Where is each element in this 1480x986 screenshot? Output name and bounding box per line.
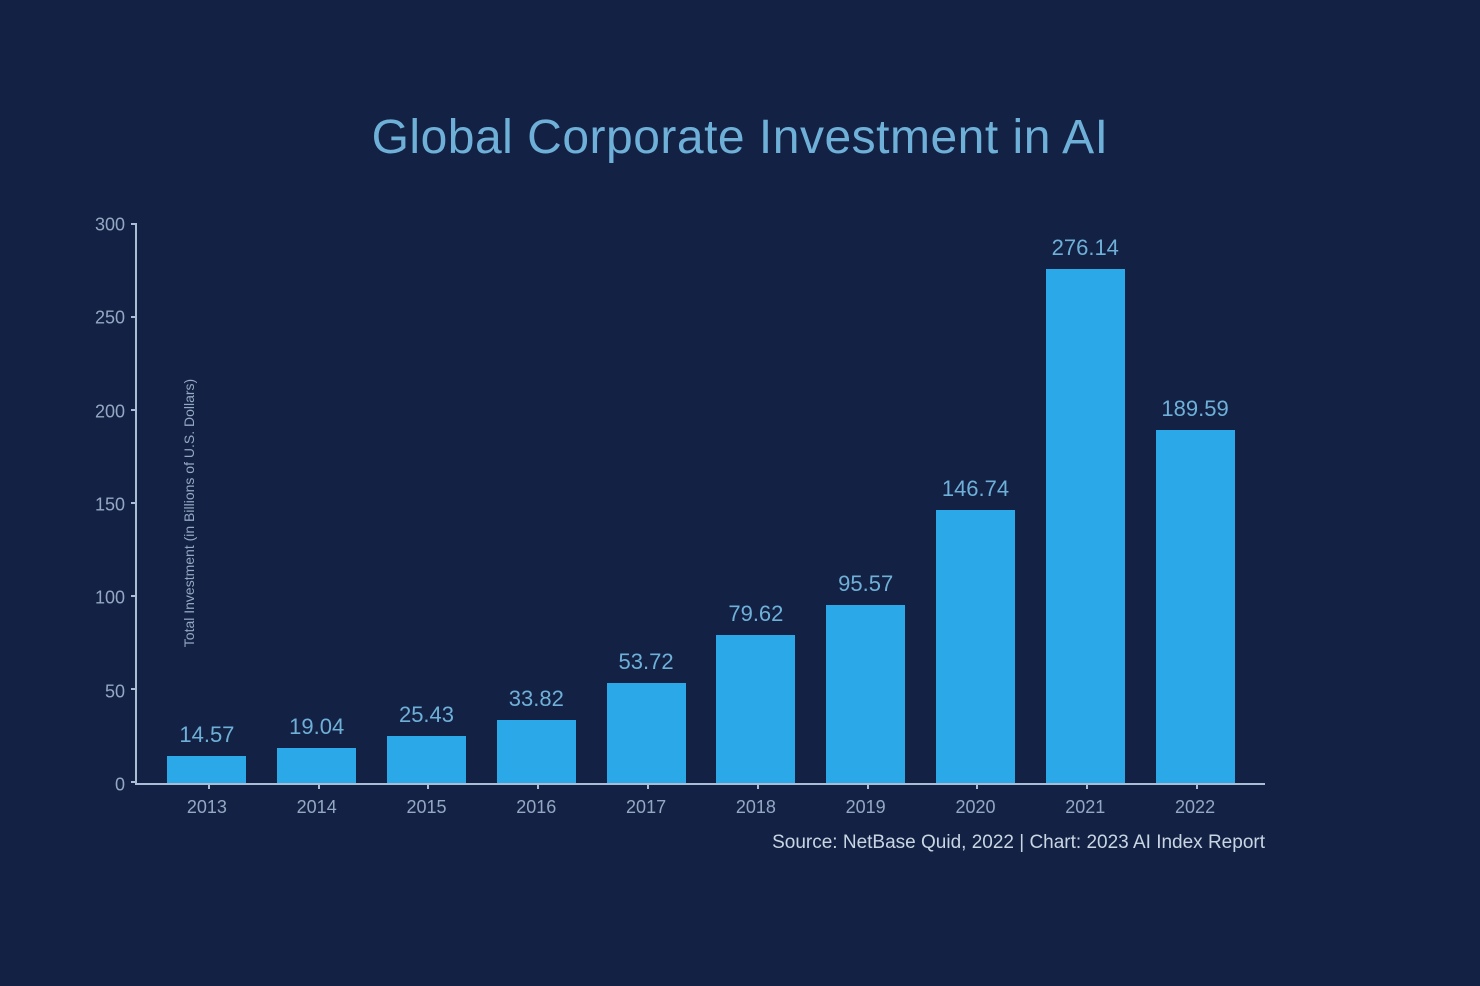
x-tick-label: 2020 bbox=[955, 797, 995, 818]
x-tick-label: 2022 bbox=[1175, 797, 1215, 818]
y-tick-label: 0 bbox=[115, 775, 125, 796]
bar-slot: 33.822016 bbox=[481, 225, 591, 783]
bar-value-label: 14.57 bbox=[179, 722, 234, 748]
bar-rect bbox=[716, 635, 795, 783]
x-tick-label: 2019 bbox=[846, 797, 886, 818]
y-tick-mark bbox=[131, 223, 137, 225]
bar-slot: 189.592022 bbox=[1140, 225, 1250, 783]
y-tick-label: 250 bbox=[95, 308, 125, 329]
plot-frame: 14.57201319.04201425.43201533.82201653.7… bbox=[135, 225, 1265, 785]
x-tick-label: 2021 bbox=[1065, 797, 1105, 818]
y-tick-label: 100 bbox=[95, 588, 125, 609]
x-tick-mark bbox=[1086, 783, 1088, 789]
source-attribution: Source: NetBase Quid, 2022 | Chart: 2023… bbox=[772, 832, 1265, 854]
y-tick-mark bbox=[131, 316, 137, 318]
x-tick-label: 2017 bbox=[626, 797, 666, 818]
y-tick-mark bbox=[131, 595, 137, 597]
chart-plot-area: Total Investment (in Billions of U.S. Do… bbox=[135, 225, 1265, 785]
x-tick-label: 2018 bbox=[736, 797, 776, 818]
x-tick-mark bbox=[647, 783, 649, 789]
bar-slot: 276.142021 bbox=[1030, 225, 1140, 783]
bar-value-label: 79.62 bbox=[728, 601, 783, 627]
x-tick-mark bbox=[208, 783, 210, 789]
bar-rect bbox=[826, 605, 905, 783]
x-tick-mark bbox=[976, 783, 978, 789]
x-tick-mark bbox=[427, 783, 429, 789]
bar-slot: 14.572013 bbox=[152, 225, 262, 783]
chart-canvas: Global Corporate Investment in AI Total … bbox=[0, 0, 1480, 986]
bar-rect bbox=[1046, 269, 1125, 783]
x-tick-label: 2014 bbox=[297, 797, 337, 818]
y-tick-label: 150 bbox=[95, 495, 125, 516]
chart-title: Global Corporate Investment in AI bbox=[0, 110, 1480, 165]
x-tick-mark bbox=[318, 783, 320, 789]
bar-slot: 146.742020 bbox=[921, 225, 1031, 783]
bar-rect bbox=[936, 510, 1015, 783]
bar-value-label: 189.59 bbox=[1161, 396, 1228, 422]
bar-rect bbox=[277, 748, 356, 783]
x-tick-mark bbox=[757, 783, 759, 789]
y-tick-label: 50 bbox=[105, 681, 125, 702]
y-tick-label: 300 bbox=[95, 215, 125, 236]
y-axis: 050100150200250300 bbox=[85, 225, 135, 785]
bar-rect bbox=[1156, 430, 1235, 783]
bar-rect bbox=[607, 683, 686, 783]
bar-value-label: 95.57 bbox=[838, 571, 893, 597]
bar-slot: 53.722017 bbox=[591, 225, 701, 783]
x-tick-mark bbox=[867, 783, 869, 789]
bar-slot: 25.432015 bbox=[372, 225, 482, 783]
bar-value-label: 146.74 bbox=[942, 476, 1009, 502]
x-tick-label: 2016 bbox=[516, 797, 556, 818]
x-tick-mark bbox=[537, 783, 539, 789]
bar-rect bbox=[387, 736, 466, 783]
y-tick-mark bbox=[131, 502, 137, 504]
bar-slot: 19.042014 bbox=[262, 225, 372, 783]
bar-value-label: 276.14 bbox=[1052, 235, 1119, 261]
bar-value-label: 53.72 bbox=[619, 649, 674, 675]
bar-rect bbox=[497, 720, 576, 783]
y-tick-mark bbox=[131, 688, 137, 690]
bar-value-label: 25.43 bbox=[399, 702, 454, 728]
bars-container: 14.57201319.04201425.43201533.82201653.7… bbox=[137, 225, 1265, 783]
y-tick-mark bbox=[131, 781, 137, 783]
x-tick-mark bbox=[1196, 783, 1198, 789]
y-tick-mark bbox=[131, 409, 137, 411]
x-tick-label: 2015 bbox=[406, 797, 446, 818]
bar-slot: 79.622018 bbox=[701, 225, 811, 783]
y-tick-label: 200 bbox=[95, 401, 125, 422]
bar-slot: 95.572019 bbox=[811, 225, 921, 783]
bar-value-label: 33.82 bbox=[509, 686, 564, 712]
bar-rect bbox=[167, 756, 246, 783]
x-tick-label: 2013 bbox=[187, 797, 227, 818]
bar-value-label: 19.04 bbox=[289, 714, 344, 740]
